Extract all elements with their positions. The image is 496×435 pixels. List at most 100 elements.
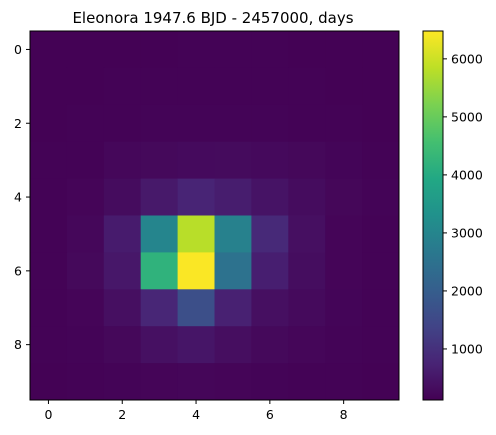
heatmap-cell [251,31,289,69]
x-tick-label: 2 [118,407,126,422]
heatmap-cell [251,178,289,216]
heatmap-cell [140,215,178,253]
heatmap-cell [214,31,252,69]
heatmap-cell [140,31,178,69]
heatmap-cell [325,363,363,401]
heatmap-cell [362,289,400,327]
heatmap-cell [325,31,363,69]
heatmap-cell [362,363,400,401]
heatmap-cell [325,215,363,253]
heatmap-cell [30,104,68,143]
heatmap-cell [214,252,252,290]
heatmap-cell [214,326,252,364]
heatmap-cell [30,326,68,364]
heatmap-cell [177,141,215,179]
y-tick-label: 6 [14,263,22,278]
y-tick-label: 0 [14,42,22,57]
y-tick-label: 8 [14,337,22,352]
heatmap-cell [214,178,252,216]
heatmap-cell [325,252,363,290]
heatmap-cell [140,363,178,401]
colorbar [422,30,444,401]
heatmap-cell [251,67,289,106]
heatmap-cell [362,215,400,253]
colorbar-axis: 1000 2000 3000 4000 5000 6000 [443,51,483,356]
heatmap-cell [66,178,105,216]
colorbar-tick-label: 2000 [451,283,483,298]
heatmap-cell [325,141,363,179]
heatmap-cell [66,252,105,290]
heatmap-cell [214,363,252,401]
heatmap-cell [177,326,215,364]
heatmap-cell [288,326,326,364]
heatmap-cell [66,31,105,69]
heatmap-cell [251,141,289,179]
heatmap-cell [325,326,363,364]
x-tick-label: 6 [266,407,274,422]
x-tick-label: 8 [340,407,348,422]
heatmap-cell [288,67,326,106]
heatmap-cell [140,104,178,143]
heatmap-cell [325,178,363,216]
heatmap-cell [66,141,105,179]
heatmap-cell [288,104,326,143]
heatmap-cell [288,363,326,401]
heatmap-cell [103,104,142,143]
heatmap-cell [140,326,178,364]
heatmap-cell [288,178,326,216]
heatmap-cell [103,67,142,106]
heatmap-cell [214,215,252,253]
heatmap-cell [251,289,289,327]
heatmap-cell [214,104,252,143]
heatmap-cell [177,215,215,253]
heatmap-cell [103,141,142,179]
heatmap-cell [362,104,400,143]
heatmap-cell [66,215,105,253]
heatmap-cell [325,67,363,106]
heatmap-cell [140,67,178,106]
heatmap-cell [140,289,178,327]
heatmap-cell [288,252,326,290]
heatmap-cell [177,31,215,69]
heatmap-cell [103,31,142,69]
heatmap-cell [66,67,105,106]
heatmap-cell [288,31,326,69]
heatmap-cell [103,215,142,253]
colorbar-tick-label: 6000 [451,51,483,66]
heatmap-cell [177,104,215,143]
heatmap-cell [30,31,68,69]
heatmap-cell [103,363,142,401]
heatmap-cell [288,215,326,253]
heatmap-cell [30,67,68,106]
heatmap-cell [30,178,68,216]
heatmap-cell [362,252,400,290]
x-axis: 0 2 4 6 8 [44,400,348,422]
heatmap-cell [362,31,400,69]
heatmap-cell [362,141,400,179]
heatmap-cell [177,67,215,106]
y-tick-label: 2 [14,116,22,131]
heatmap-cell [288,141,326,179]
heatmap-cell [103,178,142,216]
heatmap-cell [66,104,105,143]
heatmap-cell [288,289,326,327]
heatmap-cell [251,252,289,290]
y-tick-label: 4 [14,190,22,205]
heatmap-cell [30,252,68,290]
heatmap-cell [214,141,252,179]
y-axis: 0 2 4 6 8 [14,42,30,352]
heatmap-cell [66,289,105,327]
heatmap-cell [177,178,215,216]
heatmap-cell [30,289,68,327]
heatmap-cells [30,31,400,401]
heatmap-cell [251,215,289,253]
heatmap-cell [362,67,400,106]
heatmap-cell [251,104,289,143]
heatmap-cell [325,289,363,327]
heatmap-cell [103,289,142,327]
heatmap-cell [214,67,252,106]
colorbar-tick-label: 1000 [451,341,483,356]
heatmap-cell [140,252,178,290]
colorbar-tick-label: 5000 [451,109,483,124]
